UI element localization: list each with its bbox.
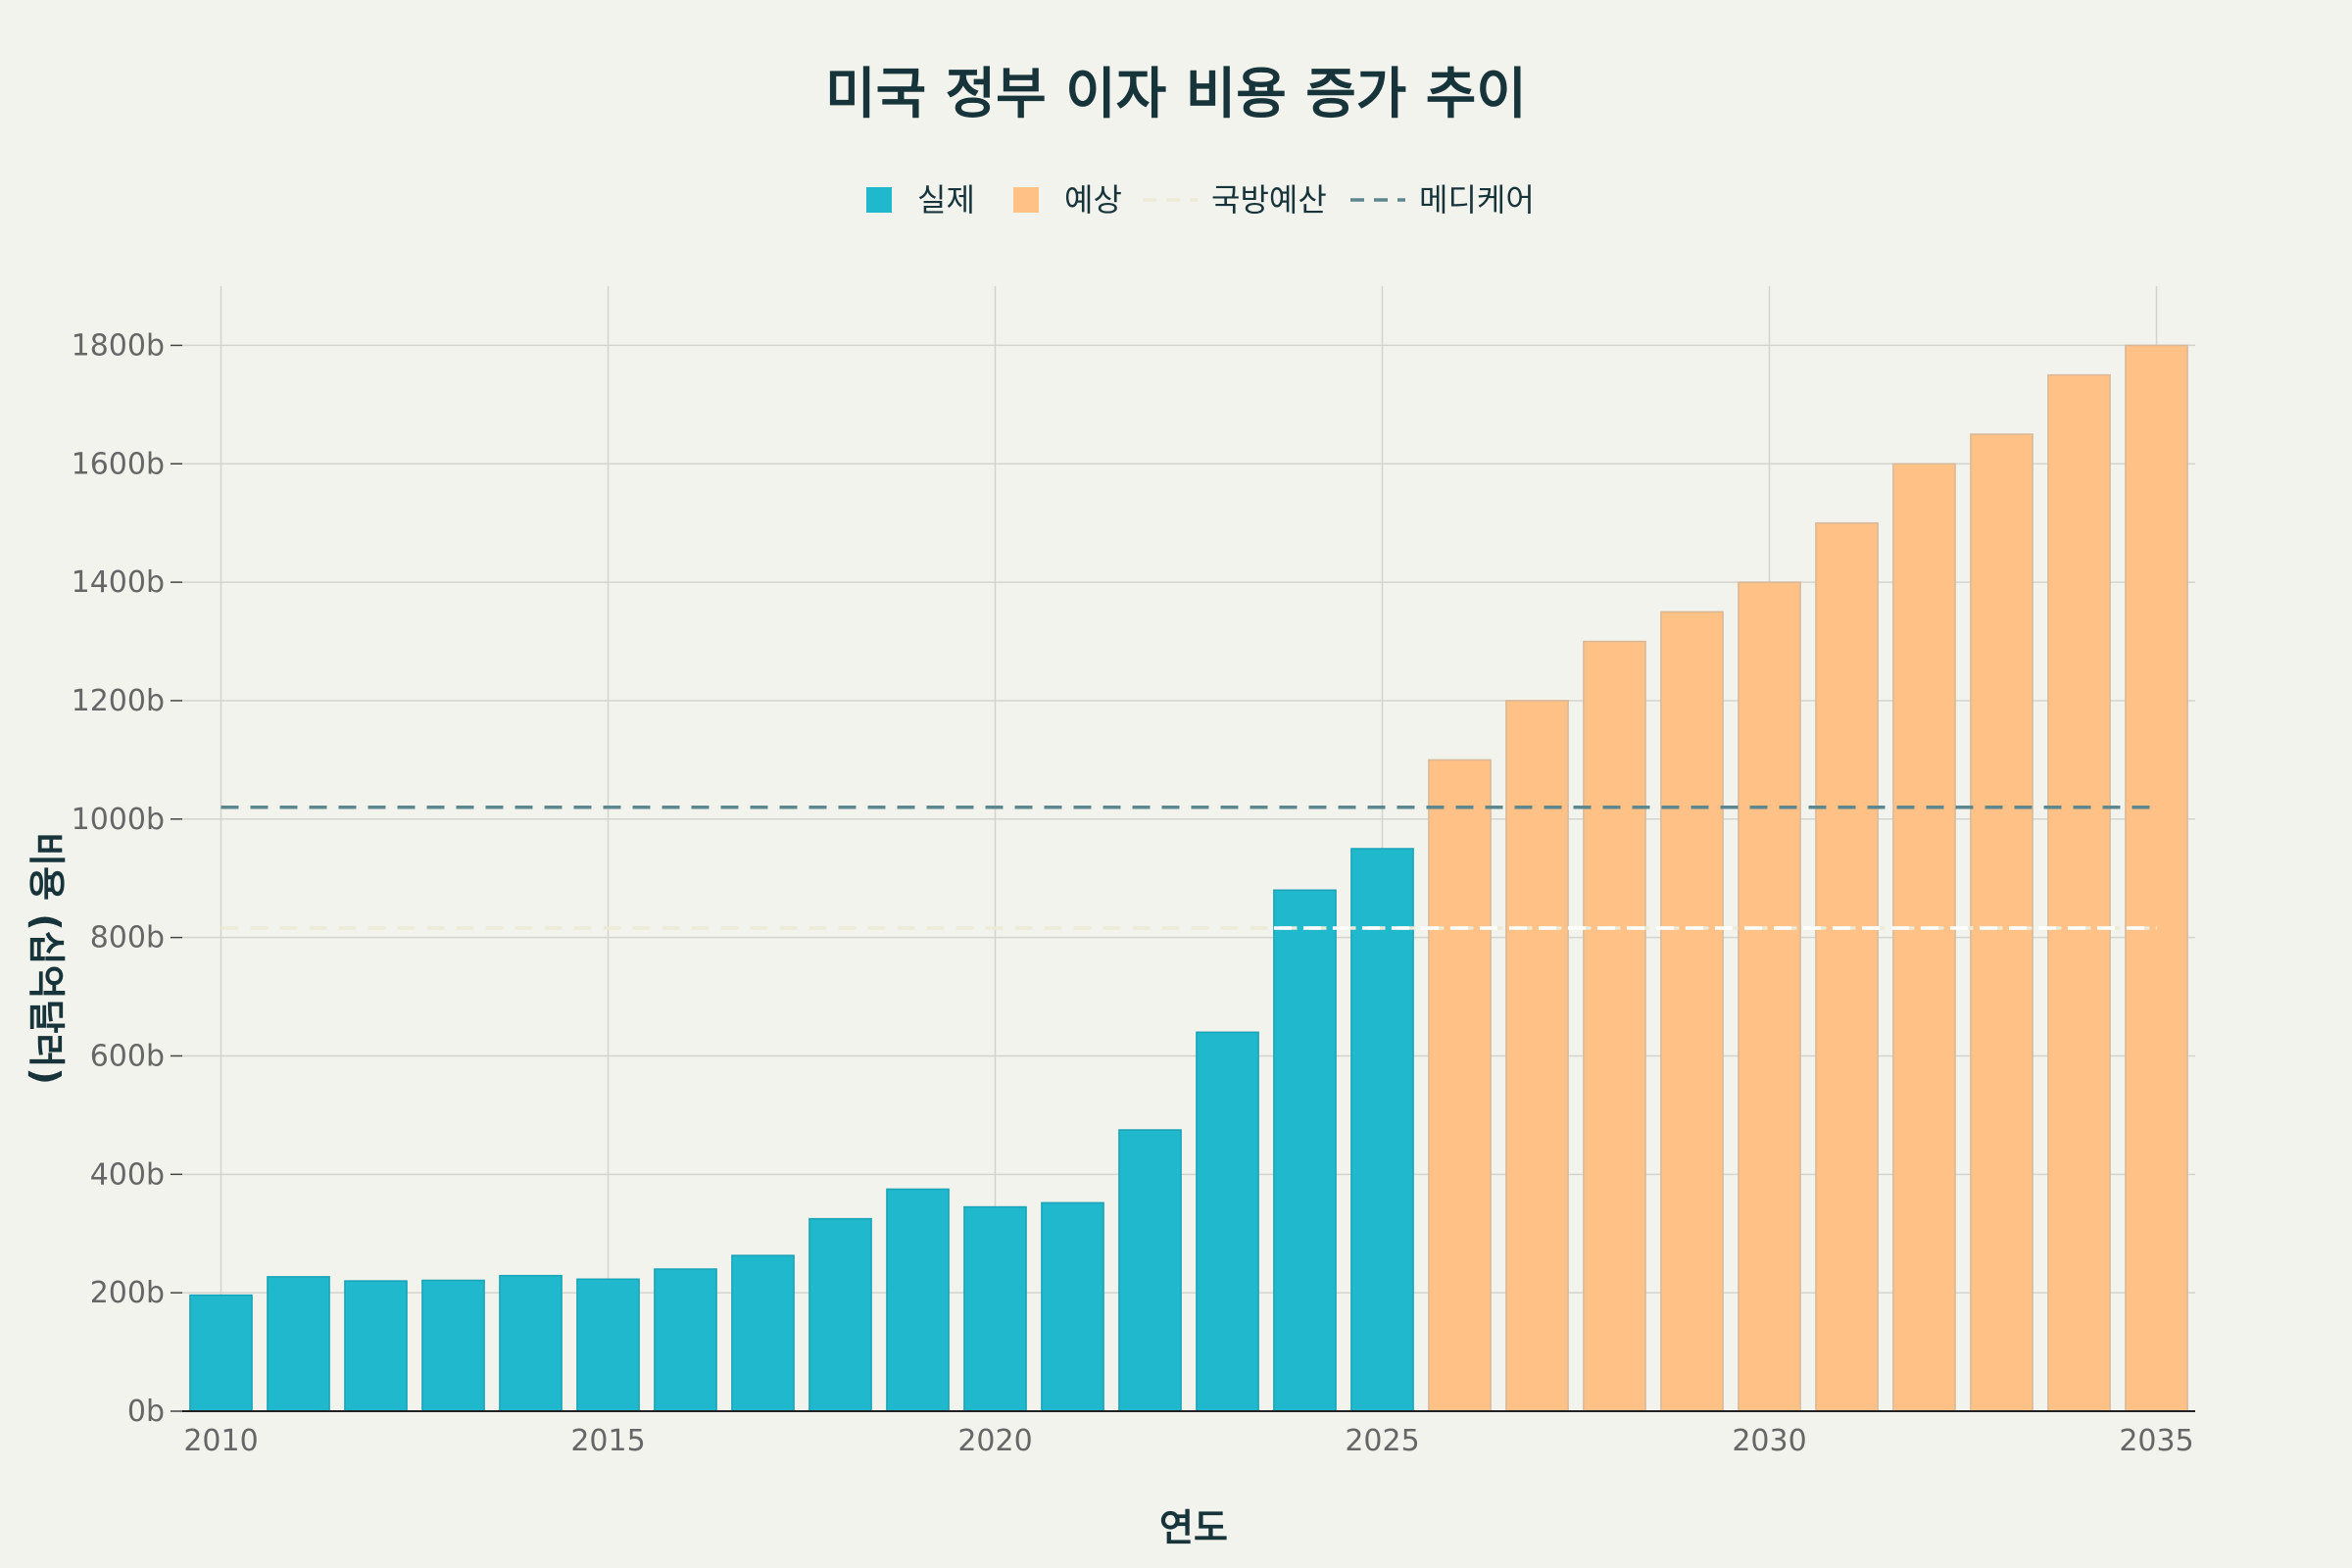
y-axis-title: 비용 (십억달러) <box>24 832 68 1085</box>
x-tick-label: 2025 <box>1345 1424 1419 1458</box>
bar-actual <box>1041 1201 1104 1412</box>
bar-forecast <box>1892 463 1956 1412</box>
bar-forecast <box>1428 759 1492 1412</box>
legend-swatch <box>1013 187 1039 213</box>
bar-actual <box>576 1278 640 1412</box>
x-tick-label: 2015 <box>570 1424 645 1458</box>
y-tick-label: 1600b <box>72 447 165 481</box>
chart-title: 미국 정부 이자 비용 증가 추이 <box>825 63 1527 126</box>
legend-label: 메디케어 <box>1419 181 1535 219</box>
bar-forecast <box>1505 700 1569 1412</box>
bar-actual <box>1273 889 1337 1412</box>
bar-actual <box>808 1217 872 1412</box>
y-tick-label: 600b <box>90 1039 165 1073</box>
bar-actual <box>1196 1031 1259 1412</box>
x-axis-title: 연도 <box>1159 1506 1228 1549</box>
y-tick-label: 800b <box>90 921 165 956</box>
bar-forecast <box>2125 344 2188 1412</box>
bar-actual <box>189 1294 253 1412</box>
bar-actual <box>731 1254 795 1412</box>
bar-actual <box>421 1279 485 1412</box>
x-tick-label: 2035 <box>2119 1424 2193 1458</box>
bar-forecast <box>2047 373 2111 1412</box>
x-tick-label: 2030 <box>1732 1424 1806 1458</box>
y-axis-ticks: 0b 200b 400b 600b 800b 1000b 1200b 1400b 1600b 18… <box>72 328 182 1429</box>
legend-label: 실제 <box>917 181 975 219</box>
bar-actual <box>267 1276 330 1412</box>
y-tick-label: 1400b <box>72 565 165 600</box>
x-tick-label: 2020 <box>957 1424 1032 1458</box>
bar-actual <box>499 1274 563 1412</box>
y-tick-label: 1800b <box>72 328 165 363</box>
legend-label: 국방예산 <box>1211 181 1327 219</box>
bars <box>182 344 2195 1412</box>
x-tick-label: 2010 <box>183 1424 258 1458</box>
y-tick-label: 1000b <box>72 803 165 837</box>
y-tick-label: 400b <box>90 1157 165 1192</box>
bar-actual <box>344 1280 408 1412</box>
bar-forecast <box>1815 521 1879 1412</box>
y-tick-label: 0b <box>127 1395 165 1429</box>
reference-lines <box>220 805 2157 930</box>
y-tick-label: 1200b <box>72 684 165 718</box>
bar-actual <box>886 1188 950 1412</box>
bar-actual <box>963 1205 1027 1412</box>
bar-forecast <box>1583 640 1646 1412</box>
legend-label: 예상 <box>1064 181 1122 219</box>
legend: 실제 예상 국방예산 메디케어 <box>866 181 1535 219</box>
bar-actual <box>1118 1129 1182 1412</box>
y-tick-label: 200b <box>90 1276 165 1310</box>
bar-forecast <box>1970 433 2034 1412</box>
bar-forecast <box>1738 581 1801 1412</box>
bar-actual <box>1350 848 1414 1412</box>
bar-forecast <box>1660 611 1724 1412</box>
bar-actual <box>654 1268 717 1412</box>
x-axis-ticks: 2010 2015 2020 2025 2030 2035 <box>183 1424 2193 1458</box>
legend-swatch <box>866 187 892 213</box>
